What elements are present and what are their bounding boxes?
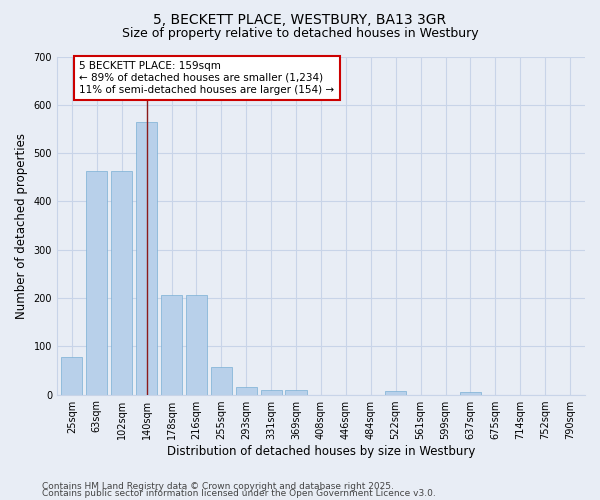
Bar bbox=[86, 172, 107, 394]
Bar bbox=[385, 390, 406, 394]
Y-axis label: Number of detached properties: Number of detached properties bbox=[15, 132, 28, 318]
Text: 5, BECKETT PLACE, WESTBURY, BA13 3GR: 5, BECKETT PLACE, WESTBURY, BA13 3GR bbox=[154, 12, 446, 26]
Bar bbox=[211, 367, 232, 394]
Text: Contains public sector information licensed under the Open Government Licence v3: Contains public sector information licen… bbox=[42, 489, 436, 498]
Bar bbox=[260, 390, 282, 394]
Text: Contains HM Land Registry data © Crown copyright and database right 2025.: Contains HM Land Registry data © Crown c… bbox=[42, 482, 394, 491]
Bar bbox=[61, 357, 82, 395]
Bar bbox=[136, 122, 157, 394]
Text: Size of property relative to detached houses in Westbury: Size of property relative to detached ho… bbox=[122, 28, 478, 40]
Bar bbox=[460, 392, 481, 394]
X-axis label: Distribution of detached houses by size in Westbury: Distribution of detached houses by size … bbox=[167, 444, 475, 458]
Bar bbox=[186, 294, 207, 394]
Bar bbox=[161, 294, 182, 394]
Bar bbox=[286, 390, 307, 394]
Text: 5 BECKETT PLACE: 159sqm
← 89% of detached houses are smaller (1,234)
11% of semi: 5 BECKETT PLACE: 159sqm ← 89% of detache… bbox=[79, 62, 334, 94]
Bar bbox=[236, 388, 257, 394]
Bar bbox=[111, 172, 132, 394]
